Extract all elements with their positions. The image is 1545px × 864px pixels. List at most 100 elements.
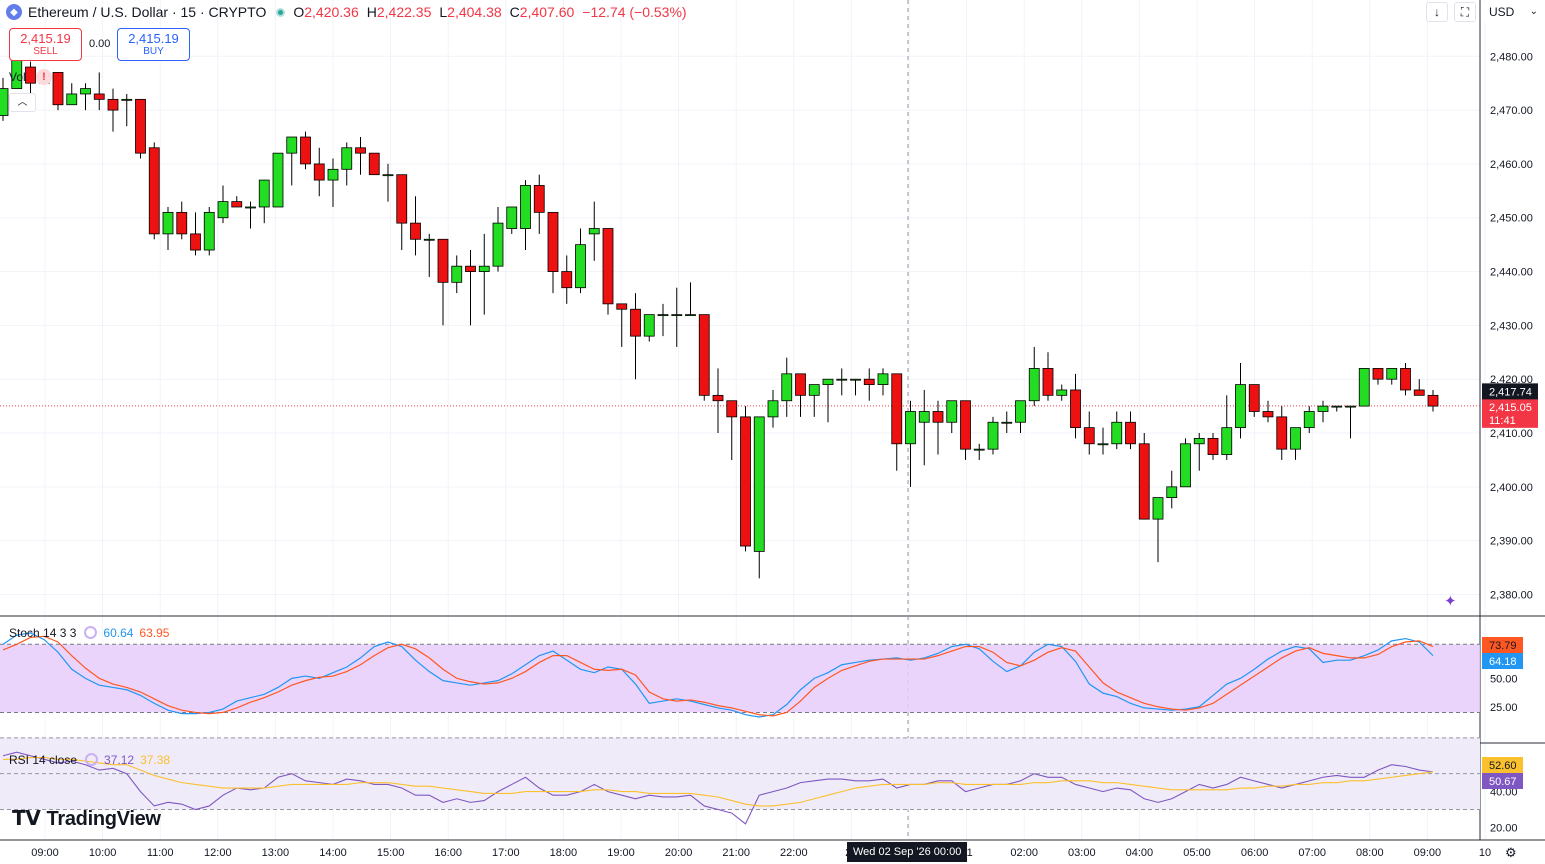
stoch-tick-label: 50.00 [1490, 673, 1518, 685]
candle-body [1070, 389, 1081, 429]
volume-label[interactable]: Vol [9, 70, 26, 84]
candle-body [1276, 416, 1288, 450]
candle-body [107, 98, 119, 111]
price-axis[interactable]: 2,380.00 2,390.00 2,400.00 2,410.00 2,420.00… [1482, 51, 1538, 834]
rsi-title: RSI 14 close [9, 753, 78, 767]
chevron-down-icon: ⌄ [1529, 6, 1538, 17]
stochastic-pane [0, 632, 1480, 718]
price-tick-label: 2,430.00 [1490, 320, 1533, 332]
candle-body [643, 314, 655, 337]
chevron-up-icon[interactable]: ︿ [9, 93, 36, 112]
low-value: 2,404.38 [447, 4, 502, 20]
open-value: 2,420.36 [304, 4, 359, 20]
rsi-line [2, 751, 1434, 825]
candle-body [1372, 368, 1384, 380]
candle-body [1166, 486, 1178, 499]
rsi-badge [1482, 773, 1523, 789]
candle-body [1097, 443, 1109, 446]
candle-body [176, 211, 188, 235]
time-tick-label: 07:00 [1298, 847, 1326, 859]
sell-button[interactable]: 2,415.19 SELL [9, 28, 82, 61]
stoch-band [0, 644, 1480, 713]
candle-body [410, 222, 421, 240]
candle-body [245, 206, 256, 209]
stoch-title: Stoch 14 3 3 [9, 626, 77, 640]
market-status-icon [276, 7, 286, 17]
tradingview-logo[interactable]: 𝗧𝗩 TradingView [12, 806, 161, 831]
candle-body [1262, 411, 1274, 418]
gear-icon[interactable]: ⚙ [1505, 845, 1517, 860]
candle-body [231, 201, 243, 208]
candle-body [987, 421, 999, 450]
warning-icon[interactable]: ! [36, 69, 52, 85]
time-tick-label: 11:00 [147, 847, 174, 859]
price-tick-label: 2,480.00 [1490, 51, 1533, 63]
candle-body [93, 93, 105, 100]
candle-body [66, 93, 78, 106]
rsi-tick-label: 20.00 [1490, 822, 1518, 834]
candle-body [520, 185, 531, 229]
candle-body [822, 378, 834, 385]
candle-body [492, 222, 504, 267]
stoch-legend[interactable]: Stoch 14 3 3 60.64 63.95 [9, 626, 169, 640]
time-tick-label: 16:00 [434, 847, 462, 859]
candle-body [602, 228, 614, 305]
candle-body [685, 314, 696, 317]
high-label: H [366, 4, 377, 20]
candle-body [355, 147, 366, 154]
time-axis[interactable]: 09:00 10:00 11:00 12:00 13:00 14:00 15:00 16:00… [31, 847, 1491, 859]
candle-body [671, 314, 683, 317]
buy-button[interactable]: 2,415.19 BUY [117, 28, 190, 61]
candle-body [1317, 405, 1329, 412]
indicator-settings-icon[interactable] [85, 753, 99, 766]
indicator-settings-icon[interactable] [84, 626, 98, 639]
stoch-d-value: 63.95 [139, 626, 170, 640]
candle-body [272, 152, 284, 208]
time-tick-label: 06:00 [1241, 847, 1269, 859]
symbol-title[interactable]: Ethereum / U.S. Dollar · 15 · CRYPTO [28, 4, 267, 20]
buy-label: BUY [143, 46, 164, 57]
time-tick-label: 19:00 [607, 847, 635, 859]
price-tick-label: 2,440.00 [1490, 267, 1533, 279]
rsi-ma-value: 37.38 [140, 753, 171, 767]
time-tick-label: 13:00 [262, 847, 290, 859]
candle-body [1303, 411, 1315, 429]
time-tick-label: 18:00 [550, 847, 578, 859]
price-tick-label: 2,470.00 [1490, 105, 1533, 117]
candle-body [1331, 405, 1343, 408]
countdown-label: 11:41 [1489, 415, 1516, 427]
candle-body [1290, 427, 1301, 450]
candle-body [1111, 421, 1123, 445]
currency-value: USD [1489, 5, 1515, 19]
candle-body [1358, 368, 1370, 407]
rsi-pane [0, 737, 1480, 825]
candle-body [1083, 427, 1095, 445]
arrow-down-icon[interactable]: ↓ [1426, 2, 1448, 22]
candle-body [891, 373, 903, 445]
candle-body [0, 88, 9, 116]
stoch-k-axis-label: 64.18 [1489, 656, 1517, 668]
fullscreen-icon[interactable]: ⛶ [1454, 2, 1476, 22]
time-tick-label: 04:00 [1126, 847, 1154, 859]
low-label: L [439, 4, 448, 20]
rsi-axis-label: 50.67 [1489, 776, 1517, 788]
candle-body [162, 211, 174, 235]
candle-body [203, 211, 215, 251]
candle-body [905, 411, 916, 445]
candle-body [973, 448, 985, 451]
candle-body [1015, 400, 1026, 423]
candle-body [1235, 384, 1246, 429]
rsi-ma-axis-label: 52.60 [1489, 760, 1517, 772]
time-tick-label: 09:00 [31, 847, 59, 859]
logo-text: TradingView [46, 808, 161, 830]
sell-price: 2,415.19 [20, 31, 71, 46]
sparkle-icon[interactable]: ✦ [1444, 593, 1457, 610]
currency-select[interactable]: USD ⌄ [1484, 2, 1542, 22]
candle-body [341, 147, 353, 170]
candle-body [300, 136, 311, 165]
price-tick-label: 2,460.00 [1490, 159, 1533, 171]
candle-body [808, 384, 820, 396]
rsi-legend[interactable]: RSI 14 close 37.12 37.38 [9, 753, 170, 767]
